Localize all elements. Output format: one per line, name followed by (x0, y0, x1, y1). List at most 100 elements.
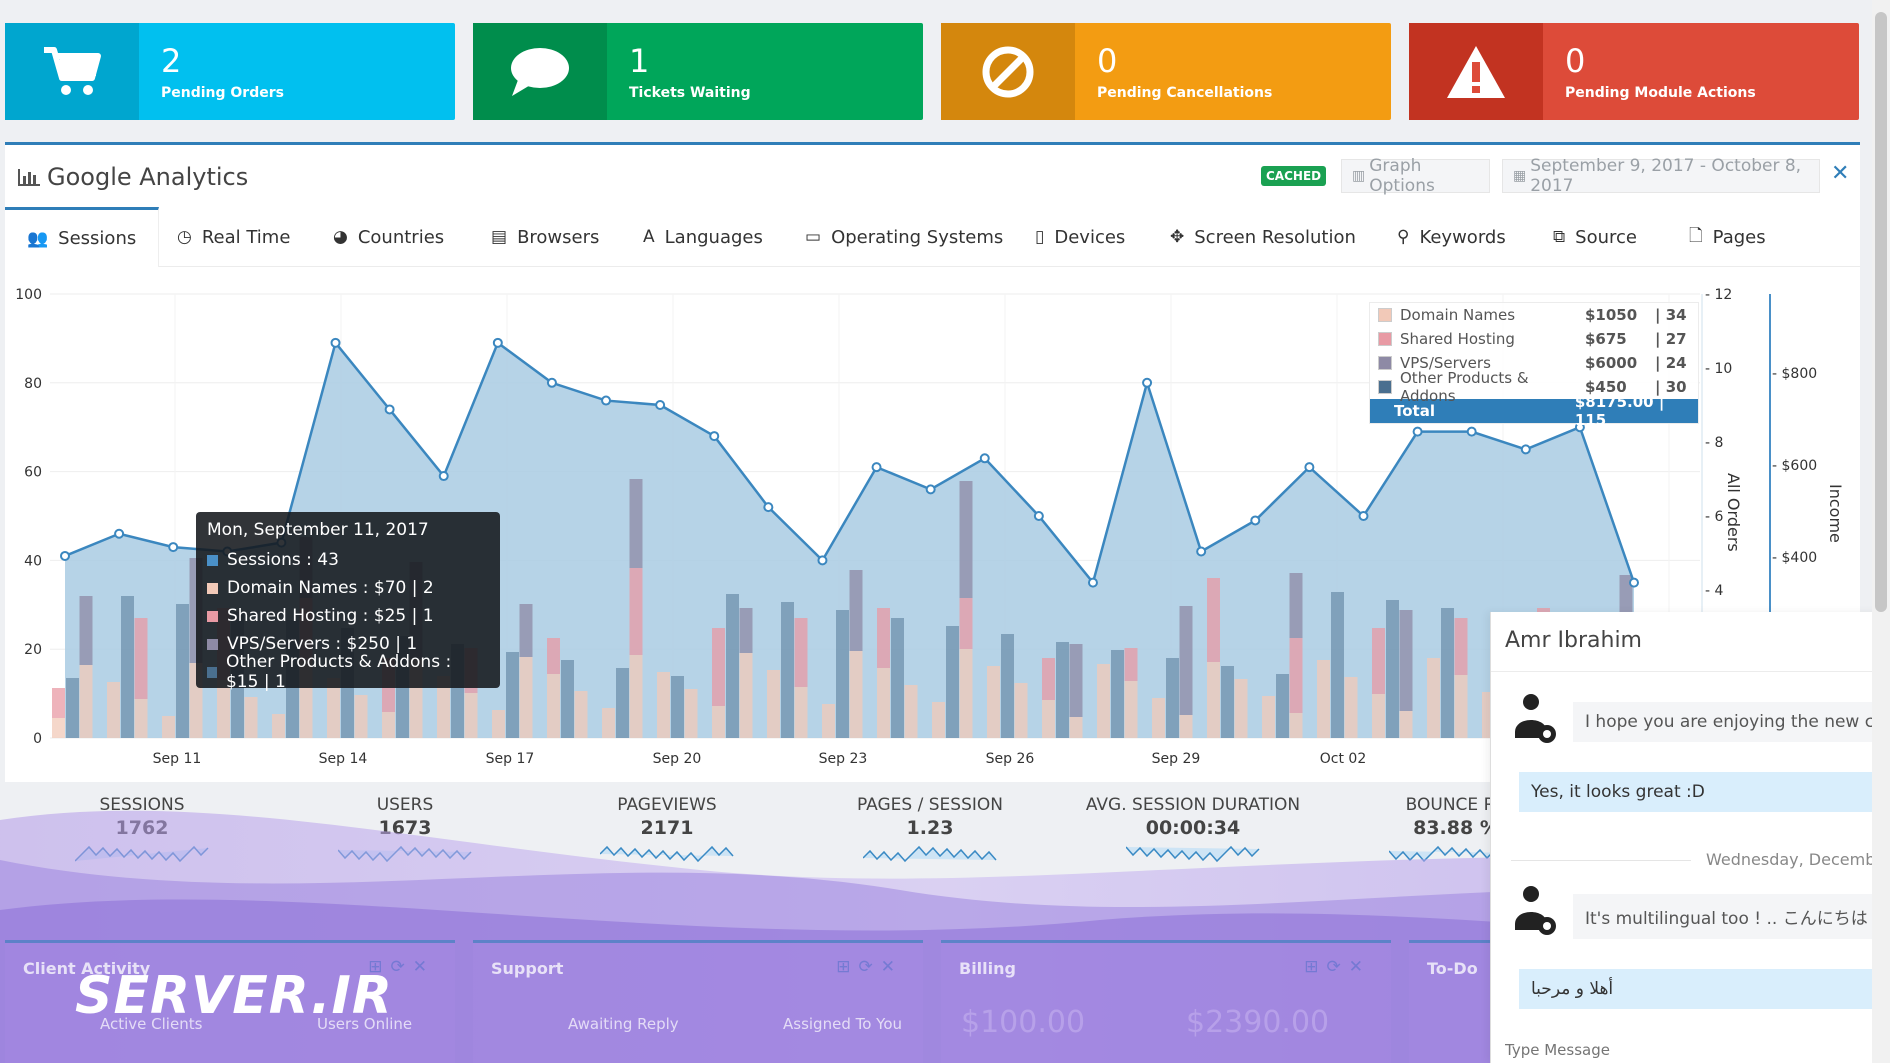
graph-options-button[interactable]: ▥ Graph Options (1341, 156, 1490, 196)
order-bar (932, 702, 945, 738)
panel-controls[interactable]: ⊞⟳✕ (1304, 957, 1371, 977)
order-bar (1331, 592, 1344, 738)
sessions-point (925, 484, 936, 495)
sessions-point (817, 555, 828, 566)
order-bar (176, 604, 189, 738)
order-bar (1289, 713, 1303, 738)
support-panel: Support ⊞⟳✕ Awaiting Reply Assigned To Y… (473, 940, 923, 1063)
date-divider (1511, 860, 1691, 861)
sessions-point (871, 462, 882, 473)
metric-label: PAGEVIEWS (617, 795, 717, 815)
tooltip-text: Other Products & Addons : $15 | 1 (225, 652, 452, 692)
metric-label: PAGES / SESSION (857, 795, 1003, 815)
billing-value-1: $100.00 (961, 1005, 1086, 1040)
browser-icon: ▤ (491, 227, 508, 247)
tooltip-row: Shared Hosting : $25 | 1 (207, 602, 489, 630)
order-bar (79, 665, 93, 738)
order-bar (822, 704, 835, 738)
order-bar (561, 660, 574, 738)
active-clients-label: Active Clients (100, 1015, 203, 1033)
metric-pageviews: PAGEVIEWS 2171 (537, 795, 797, 872)
legend-name: Other Products & Addons (1400, 369, 1529, 405)
legend-count: | 34 (1655, 306, 1687, 324)
chat-contact-name: Amr Ibrahim (1491, 612, 1890, 672)
awaiting-reply-label: Awaiting Reply (568, 1015, 679, 1033)
stat-label: Pending Module Actions (1565, 84, 1756, 101)
order-bar (836, 610, 849, 738)
panel-controls[interactable]: ⊞⟳✕ (368, 957, 435, 977)
metric-value: 1.23 (906, 817, 954, 839)
income-tick-label: - $400 (1772, 550, 1817, 566)
order-bar (739, 653, 753, 738)
user-gear-icon (1515, 886, 1556, 935)
order-bar (492, 710, 505, 738)
order-bar (354, 695, 368, 738)
order-bar (1441, 608, 1454, 738)
tab-sessions[interactable]: 👥 Sessions (5, 207, 160, 267)
graph-options-label: Graph Options (1369, 156, 1435, 196)
tab-devices[interactable]: ▯ Devices (1035, 207, 1125, 267)
page-scrollbar[interactable] (1872, 0, 1890, 1063)
chat-message-input[interactable] (1505, 1037, 1875, 1063)
order-bar (1221, 666, 1234, 738)
tab-source[interactable]: ⧉ Source (1553, 207, 1637, 267)
stat-card-pending-orders[interactable]: 2 Pending Orders (5, 23, 455, 120)
scrollbar-thumb[interactable] (1875, 12, 1887, 612)
orders-tick-label: - 8 (1705, 435, 1723, 451)
tooltip-text: Sessions : 43 (227, 550, 339, 570)
order-bar (849, 570, 863, 651)
external-link-icon: ⧉ (1553, 227, 1566, 247)
legend-value: $450 (1585, 378, 1627, 396)
analytics-title: Google Analytics (17, 163, 248, 191)
orders-axis-label: All Orders (1724, 473, 1743, 552)
order-bar (1289, 638, 1303, 713)
tab-keywords[interactable]: ⚲ Keywords (1397, 207, 1506, 267)
order-bar (244, 697, 258, 738)
tab-screen-resolution[interactable]: ✥ Screen Resolution (1170, 207, 1356, 267)
order-bar (1069, 644, 1083, 717)
tab-label: Source (1575, 226, 1637, 248)
stat-card-pending-cancellations[interactable]: 0 Pending Cancellations (941, 23, 1391, 120)
client-activity-panel: Client Activity ⊞⟳✕ Active Clients Users… (5, 940, 455, 1063)
order-bar (66, 678, 79, 738)
legend-row: Domain Names $1050 | 34 (1370, 303, 1698, 327)
legend-value: $6000 (1585, 354, 1638, 372)
tooltip-swatch (207, 554, 218, 566)
orders-tick-label: - 6 (1705, 509, 1724, 525)
tab-languages[interactable]: A Languages (643, 207, 763, 267)
support-title: Support (491, 959, 564, 978)
tab-pages[interactable]: 🗋 Pages (1689, 207, 1766, 267)
order-bar (767, 670, 780, 738)
order-bar (1276, 674, 1289, 738)
sessions-point (763, 502, 774, 513)
panel-controls[interactable]: ⊞⟳✕ (836, 957, 903, 977)
tooltip-text: VPS/Servers : $250 | 1 (227, 634, 418, 654)
order-bar (1097, 664, 1110, 738)
desktop-icon: ▭ (805, 227, 822, 247)
tab-label: Real Time (201, 226, 291, 248)
date-range-picker[interactable]: ▦ September 9, 2017 - October 8, 2017 (1502, 156, 1820, 196)
font-icon: A (643, 227, 655, 247)
order-bar (904, 685, 918, 738)
order-bar (574, 691, 588, 738)
order-bar (1207, 662, 1220, 738)
stat-card-tickets-waiting[interactable]: 1 Tickets Waiting (473, 23, 923, 120)
x-tick-label: Sep 23 (819, 751, 868, 767)
tooltip-row: Other Products & Addons : $15 | 1 (207, 652, 489, 692)
stat-card-pending-module-actions[interactable]: 0 Pending Module Actions (1409, 23, 1859, 120)
mobile-icon: ▯ (1035, 227, 1045, 247)
tooltip-text: Shared Hosting : $25 | 1 (227, 606, 434, 626)
tab-real-time[interactable]: ◷ Real Time (177, 207, 290, 267)
tab-browsers[interactable]: ▤ Browsers (491, 207, 599, 267)
close-icon[interactable]: ✕ (1831, 161, 1850, 186)
sessions-point (1304, 462, 1315, 473)
file-icon: 🗋 (1689, 225, 1703, 246)
chat-message-text: It's multilingual too ! .. こんにちは - 你 (1573, 894, 1890, 939)
tab-operating-systems[interactable]: ▭ Operating Systems (805, 207, 1003, 267)
tooltip-row: Sessions : 43 (207, 546, 489, 574)
sessions-point (1358, 511, 1369, 521)
legend-row: VPS/Servers $6000 | 24 (1370, 351, 1698, 375)
tab-countries[interactable]: ◕ Countries (333, 207, 444, 267)
sessions-point (1412, 426, 1423, 437)
calendar-icon: ▦ (1513, 168, 1527, 184)
